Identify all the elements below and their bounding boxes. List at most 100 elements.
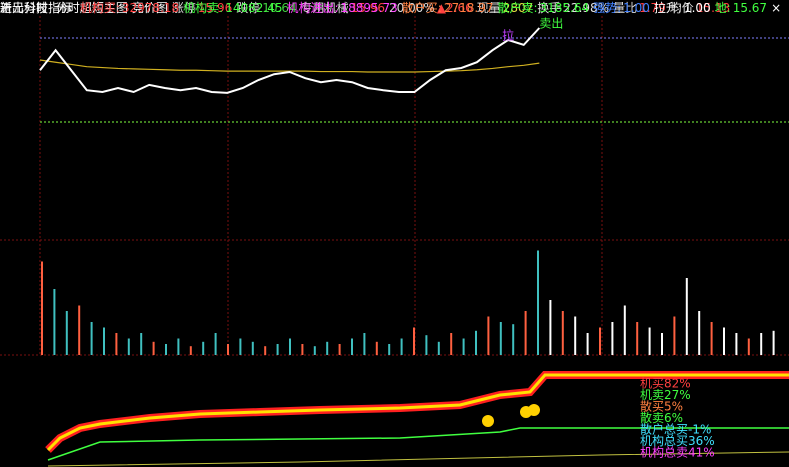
volume-bar <box>388 344 391 355</box>
volume-bar <box>313 346 316 355</box>
volume-bar <box>338 344 341 355</box>
price-panel: 拉 卖出 <box>39 17 563 94</box>
ind-label: 拉升: <box>653 1 682 15</box>
volume-bar <box>648 327 651 355</box>
volume-bar <box>413 327 415 355</box>
volume-bar <box>301 344 304 355</box>
volume-bar <box>561 311 564 355</box>
volume-bar <box>351 338 353 355</box>
volume-bar <box>661 333 663 355</box>
volume-bar <box>65 311 68 355</box>
buy-line <box>47 427 789 461</box>
stock-name: 新元科技 <box>0 1 49 15</box>
volume-bar <box>41 261 43 355</box>
volume-bar <box>326 341 329 355</box>
volume-bar <box>276 344 279 355</box>
volume-bar <box>462 338 465 355</box>
quote-label: 20.00% <box>389 1 435 15</box>
volume-panel <box>41 250 775 355</box>
volume-bar <box>760 333 763 355</box>
volume-bar <box>512 324 515 355</box>
volume-bar <box>53 289 56 355</box>
quote-value: 1.79 <box>639 1 666 15</box>
volume-bar <box>363 333 366 355</box>
ind-label: 机构卖: <box>183 1 224 15</box>
volume-bar <box>499 322 502 355</box>
ind-value: 2718.97 <box>443 1 494 15</box>
volume-bar <box>549 300 552 355</box>
volume-bar <box>437 341 440 355</box>
note: 机构总买36% <box>640 433 715 448</box>
volume-bar <box>735 333 738 355</box>
volume-bar <box>177 338 180 355</box>
volume-bar <box>425 335 428 355</box>
notes: 机买82%机卖27%散买5%散卖6%散户总买-1%机构总买36%机构总卖41% <box>640 377 715 460</box>
volume-bar <box>698 311 701 355</box>
ind-value: 3185.64 <box>539 1 590 15</box>
volume-bar <box>611 322 614 355</box>
volume-bar <box>375 341 378 355</box>
volume-bar <box>189 346 192 355</box>
quote-label: 现量 <box>476 1 501 15</box>
volume-bar <box>710 322 713 355</box>
ind-label: 散户买: <box>401 1 442 15</box>
quote-value: 15.96 <box>197 1 233 15</box>
note: 机买82% <box>640 377 691 391</box>
volume-bar <box>772 330 775 355</box>
volume-bar <box>251 341 254 355</box>
ind-value: 1.00 <box>623 1 650 15</box>
volume-bar <box>623 305 626 355</box>
volume-bar <box>747 338 750 355</box>
volume-bar <box>723 327 725 355</box>
indicator-panel <box>45 371 789 467</box>
ind-value: 1.00 <box>683 1 711 15</box>
ind-value: 15.67 <box>732 1 768 15</box>
volume-bar <box>524 311 527 355</box>
volume-bar <box>673 316 676 355</box>
volume-bar <box>685 278 688 355</box>
smiley <box>520 406 532 418</box>
volume-bar <box>227 344 229 355</box>
quote-value: ▲2.66 <box>436 1 473 15</box>
indicator-title: 进出分时指标 <box>0 1 73 15</box>
close-button[interactable]: × <box>771 1 782 15</box>
ind-label: 机构进出: <box>286 1 339 15</box>
tab: 竞价图 <box>131 1 168 15</box>
volume-bar <box>214 333 217 355</box>
volume-bar <box>574 316 577 355</box>
tab: 分时超短主图 <box>55 1 128 15</box>
note: 散户总买-1% <box>640 422 711 437</box>
quote-label: 均价 <box>669 1 694 15</box>
volume-bar <box>115 333 118 355</box>
quote-label: 跌停 <box>236 1 261 15</box>
band-core <box>46 373 789 452</box>
volume-bar <box>90 322 93 355</box>
indicator-bar: 进出分时指标 机构买: 32978.18 机构卖: 14082.45 机构进出: 1889… <box>0 0 785 16</box>
volume-bar <box>487 316 490 355</box>
ind-label: 强势: <box>593 1 622 15</box>
ind-value: 32978.18 <box>121 1 180 15</box>
ind-label: 机构买: <box>79 1 120 15</box>
note: 散买5% <box>640 399 683 414</box>
volume-bar <box>264 346 267 355</box>
quote-label: 涨停 <box>171 1 196 15</box>
note: 散卖6% <box>640 410 683 425</box>
sell-line <box>47 451 789 467</box>
quote-value: 15.13 <box>695 1 731 15</box>
price-line <box>39 27 541 94</box>
volume-bar <box>450 333 453 355</box>
volume-bar <box>537 250 539 355</box>
ind-value: 14082.45 <box>225 1 283 15</box>
quote-label: 专用机械 <box>300 1 349 15</box>
volume-bar <box>152 341 155 355</box>
quote-value: 15.96 <box>350 1 385 15</box>
volume-bar <box>239 338 242 355</box>
volume-bar <box>289 338 291 355</box>
quote-label: 量比 <box>613 1 638 15</box>
ind-label: 地: <box>714 1 731 15</box>
quote-value: 10.64 <box>262 1 297 15</box>
ind-label: 散户卖: <box>497 1 538 15</box>
quote-value: 22.98% <box>563 1 610 15</box>
